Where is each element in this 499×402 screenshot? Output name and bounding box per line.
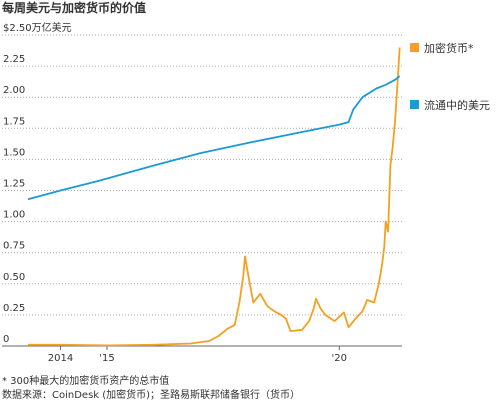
chart-title: 每周美元与加密货币的价值 bbox=[2, 0, 146, 15]
x-tick-label: '20 bbox=[332, 353, 347, 364]
source: 数据来源：CoinDesk (加密货币)；圣路易斯联邦储备银行（货币） bbox=[2, 388, 300, 401]
x-tick-label: '15 bbox=[99, 353, 114, 364]
legend-label: 加密货币* bbox=[424, 41, 474, 55]
y-tick-label: 2.00 bbox=[3, 85, 25, 96]
legend-swatch bbox=[410, 100, 419, 109]
series-line bbox=[27, 75, 401, 201]
legend-label: 流通中的美元 bbox=[424, 98, 490, 112]
y-tick-label: 1.00 bbox=[3, 210, 25, 221]
footnote: * 300种最大的加密货币资产的总市值 bbox=[2, 374, 169, 387]
y-tick-label: 0.75 bbox=[3, 241, 25, 252]
y-tick-label: 0 bbox=[3, 334, 9, 345]
y-tick-label: 1.25 bbox=[3, 179, 25, 190]
y-tick-label: 0.50 bbox=[3, 272, 25, 283]
series-line bbox=[28, 47, 401, 347]
y-tick-label: 2.25 bbox=[3, 54, 25, 65]
x-tick-label: 2014 bbox=[48, 353, 73, 364]
y-tick-label: 0.25 bbox=[3, 303, 25, 314]
legend-swatch bbox=[410, 43, 419, 52]
y-tick-label: $2.50万亿美元 bbox=[3, 21, 72, 34]
y-tick-label: 1.75 bbox=[3, 116, 25, 127]
y-tick-label: 1.50 bbox=[3, 147, 25, 158]
